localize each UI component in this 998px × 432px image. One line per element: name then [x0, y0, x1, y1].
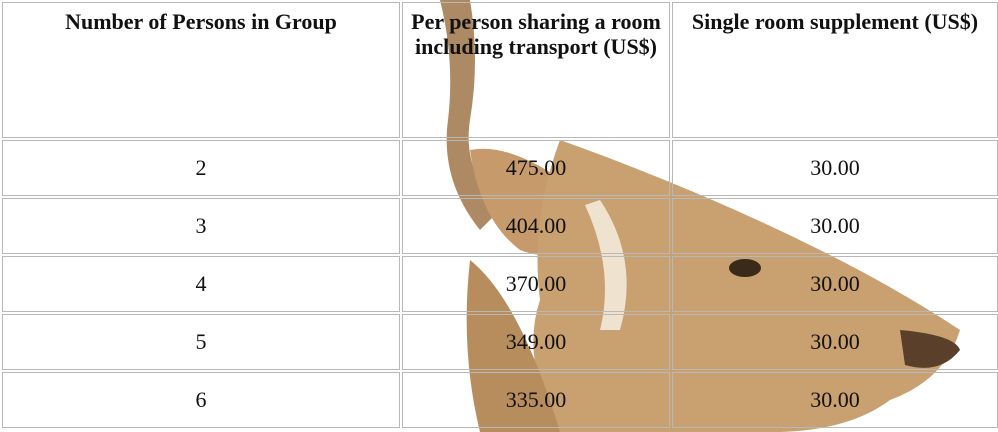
kudu-neck	[466, 260, 560, 432]
table-cell: 30.00	[672, 140, 998, 196]
header-cell: Single room supplement (US$)	[672, 2, 998, 138]
table-row: 5 349.00 30.00	[2, 314, 998, 370]
table-cell: 2	[2, 140, 400, 196]
table-row: 3 404.00 30.00	[2, 198, 998, 254]
table-cell: 6	[2, 372, 400, 428]
table-cell: 30.00	[672, 314, 998, 370]
kudu-nose	[900, 330, 960, 368]
kudu-eye	[729, 259, 761, 277]
table-cell: 30.00	[672, 372, 998, 428]
table-cell: 30.00	[672, 198, 998, 254]
table-row: 4 370.00 30.00	[2, 256, 998, 312]
table-cell: 5	[2, 314, 400, 370]
kudu-head	[533, 140, 960, 432]
table-cell: 30.00	[672, 256, 998, 312]
table-cell: 370.00	[402, 256, 670, 312]
header-cell: Per person sharing a room including tran…	[402, 2, 670, 138]
kudu-stripe	[585, 200, 627, 330]
table-cell: 475.00	[402, 140, 670, 196]
table-body: 2 475.00 30.00 3 404.00 30.00 4 370.00 30.00 5 349…	[2, 140, 998, 428]
header-row: Number of Persons in Group Per person sha…	[2, 2, 998, 138]
table-row: 2 475.00 30.00	[2, 140, 998, 196]
table-cell: 335.00	[402, 372, 670, 428]
table-cell: 349.00	[402, 314, 670, 370]
table-row: 6 335.00 30.00	[2, 372, 998, 428]
table-cell: 4	[2, 256, 400, 312]
table-cell: 404.00	[402, 198, 670, 254]
kudu-horn	[440, 0, 500, 230]
header-cell: Number of Persons in Group	[2, 2, 400, 138]
table-cell: 3	[2, 198, 400, 254]
